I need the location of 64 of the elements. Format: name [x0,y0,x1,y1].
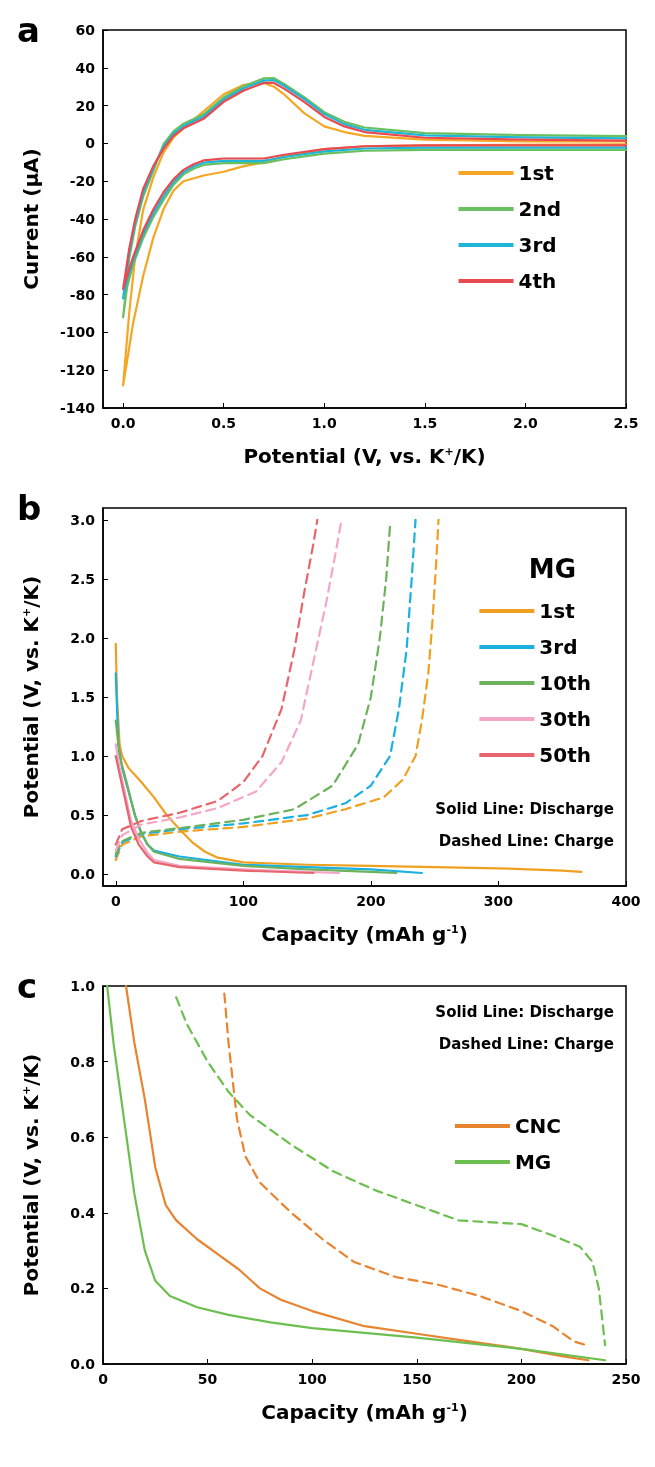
x-tick-label: 0 [110,893,121,909]
x-tick-label: 150 [402,1371,432,1387]
annotation: Dashed Line: Charge [438,831,614,850]
y-tick-label: 40 [75,59,96,76]
legend-label: 3rd [518,233,557,257]
y-tick-label: 0.4 [70,1204,96,1221]
x-tick-label: 200 [506,1371,537,1387]
x-tick-label: 100 [228,893,259,909]
y-tick-label: -40 [69,211,96,227]
chart-title: c [17,966,38,1006]
x-tick-label: 200 [356,893,386,909]
y-tick-label: 0.0 [70,866,96,883]
legend-label: 1st [518,161,555,185]
y-tick-label: 0.6 [70,1129,95,1146]
x-axis-title: Potential (V, vs. K+/K) [243,444,486,468]
y-axis-title: Potential (V, vs. K+/K) [19,1053,43,1297]
y-tick-label: 1.5 [70,689,95,705]
y-axis-title: Potential (V, vs. K+/K) [19,575,43,819]
legend-title: MG [528,554,576,584]
legend-label: 4th [518,269,557,293]
legend-label: 10th [539,671,592,695]
y-tick-label: 2.0 [70,629,96,646]
y-tick-label: -140 [59,400,96,416]
y-tick-label: 0.2 [70,1280,95,1297]
x-tick-label: 250 [611,1371,641,1387]
y-tick-label: -120 [59,362,96,379]
legend-label: CNC [514,1114,561,1138]
y-tick-label: -80 [69,286,96,303]
y-tick-label: 0.5 [70,807,95,824]
legend-label: 30th [539,707,592,731]
y-axis-title: Current (μA) [19,148,43,290]
y-tick-label: 0 [85,135,96,152]
y-tick-label: 1.0 [70,748,96,765]
legend-label: 50th [539,743,592,767]
y-tick-label: -100 [59,324,96,341]
x-tick-label: 100 [297,1371,328,1387]
x-tick-label: 400 [611,893,641,909]
chart-title: a [17,10,40,50]
y-tick-label: 0.8 [70,1053,95,1070]
x-tick-label: 0 [98,1371,109,1387]
x-tick-label: 0.0 [110,415,136,431]
y-tick-label: 2.5 [70,570,95,587]
y-tick-label: -60 [69,248,96,265]
y-tick-label: 1.0 [70,978,96,994]
x-tick-label: 50 [197,1371,218,1387]
x-tick-label: 0.5 [211,415,237,431]
legend-label: 3rd [539,635,578,659]
y-tick-label: 20 [75,97,96,114]
x-tick-label: 1.5 [412,415,438,431]
x-tick-label: 2.0 [513,415,539,431]
y-tick-label: 60 [75,22,96,38]
x-tick-label: 1.0 [311,415,337,431]
annotation: Dashed Line: Charge [438,1034,614,1053]
legend-label: 2nd [518,197,562,221]
y-tick-label: 0.0 [70,1356,96,1372]
x-tick-label: 300 [483,893,514,909]
annotation: Solid Line: Discharge [435,799,615,818]
y-tick-label: -20 [69,173,96,190]
chart-title: b [17,488,42,528]
legend-label: MG [514,1150,552,1174]
x-tick-label: 2.5 [613,415,639,431]
y-tick-label: 3.0 [70,511,96,528]
annotation: Solid Line: Discharge [435,1002,615,1021]
legend-label: 1st [539,599,576,623]
